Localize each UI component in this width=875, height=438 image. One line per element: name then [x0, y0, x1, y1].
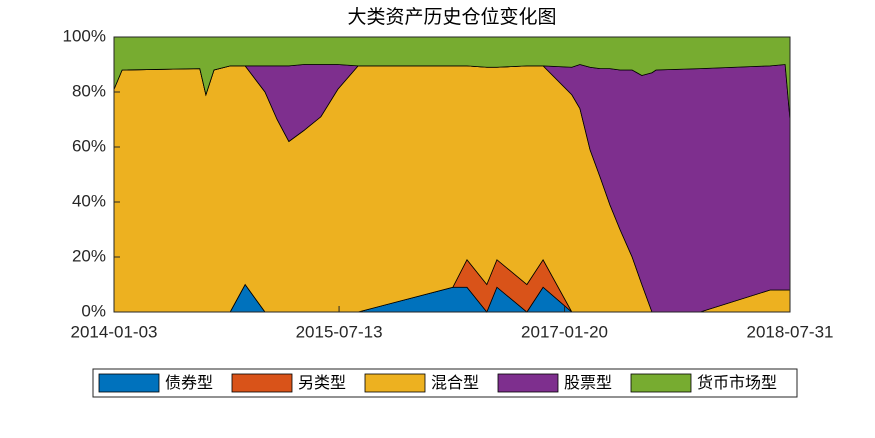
- legend-swatch: [630, 373, 692, 393]
- legend-swatch: [497, 373, 559, 393]
- x-tick-label: 2015-07-13: [296, 322, 383, 341]
- legend-label: 混合型: [431, 374, 479, 392]
- legend-label: 另类型: [298, 374, 346, 392]
- legend-swatch: [364, 373, 426, 393]
- legend-swatch: [98, 373, 160, 393]
- legend-label: 债券型: [165, 374, 213, 392]
- y-tick-label: 60%: [72, 136, 106, 155]
- y-tick-label: 20%: [72, 246, 106, 265]
- legend-label: 股票型: [564, 374, 612, 392]
- chart-title: 大类资产历史仓位变化图: [347, 6, 556, 28]
- legend-label: 货币市场型: [697, 374, 777, 392]
- legend-swatch: [231, 373, 293, 393]
- x-tick-label: 2018-07-31: [747, 322, 834, 341]
- x-tick-label: 2017-01-20: [521, 322, 608, 341]
- x-tick-label: 2014-01-03: [71, 322, 158, 341]
- y-tick-label: 80%: [72, 81, 106, 100]
- plot-frame: [113, 36, 791, 313]
- y-tick-label: 40%: [72, 191, 106, 210]
- legend: 债券型 另类型 混合型 股票型 货币市场型: [92, 368, 798, 398]
- y-tick-label: 0%: [81, 301, 106, 320]
- y-tick-label: 100%: [63, 26, 106, 45]
